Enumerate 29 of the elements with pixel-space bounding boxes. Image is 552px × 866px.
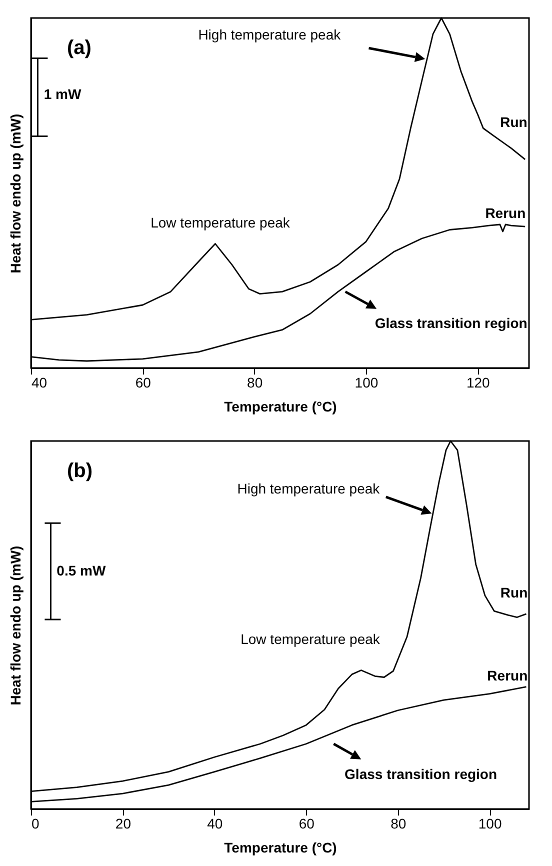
- x-tick-label: 40: [32, 374, 48, 390]
- annotation: Glass transition region: [344, 766, 498, 782]
- annotation: 1 mW: [44, 86, 82, 102]
- y-axis-title: Heat flow endo up (mW): [8, 114, 24, 274]
- annotation: Low temperature peak: [150, 214, 291, 230]
- annotation: Run: [500, 114, 528, 130]
- annotation: Rerun: [485, 205, 526, 221]
- annotation: Low temperature peak: [240, 631, 381, 648]
- x-tick-label: 100: [478, 816, 502, 832]
- annotation: Rerun: [487, 668, 528, 684]
- text: (b): [67, 460, 93, 482]
- annotation: High temperature peak: [198, 26, 342, 42]
- x-tick-label: 80: [390, 816, 406, 832]
- annotation: 0.5 mW: [56, 562, 106, 578]
- x-tick-label: 100: [354, 374, 378, 390]
- annotation: Run: [500, 584, 528, 601]
- x-tick-label: 40: [207, 816, 223, 832]
- x-tick-label: 60: [298, 816, 315, 832]
- x-tick-label: 120: [466, 374, 490, 390]
- x-axis-title: Temperature (°C): [224, 840, 337, 856]
- x-tick-label: 80: [247, 374, 263, 390]
- x-tick-label: 0: [32, 816, 40, 832]
- text: (a): [67, 37, 92, 59]
- y-axis-title: Heat flow endo up (mW): [8, 546, 24, 706]
- annotation: High temperature peak: [237, 480, 381, 497]
- x-tick-label: 20: [115, 816, 132, 832]
- annotation: Glass transition region: [374, 314, 528, 331]
- x-axis-title: Temperature (°C): [224, 398, 337, 414]
- x-tick-label: 60: [135, 374, 152, 390]
